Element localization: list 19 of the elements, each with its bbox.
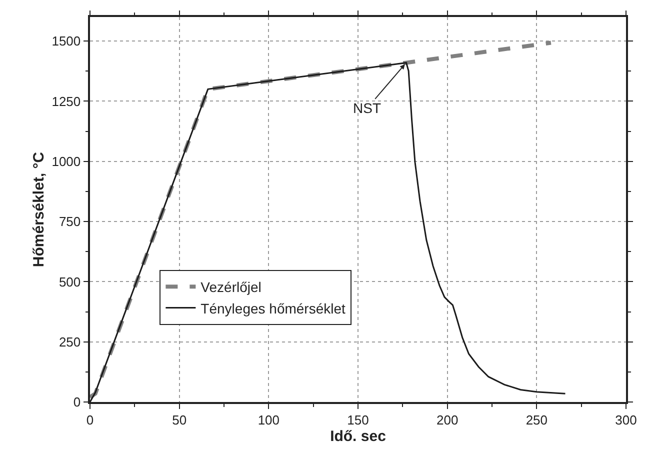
x-tick-label: 0 [86, 412, 94, 428]
x-tick-label: 50 [172, 412, 187, 428]
y-tick-label: 1500 [52, 34, 81, 49]
x-tick-label: 100 [258, 412, 280, 428]
y-tick-label: 500 [58, 274, 81, 290]
x-tick-label: 250 [526, 412, 548, 428]
y-axis-title: Hőmérséklet, °C [30, 152, 48, 268]
legend-label: Vezérlőjel [200, 279, 262, 296]
legend-label: Tényleges hőmérséklet [200, 300, 346, 316]
y-tick-label: 0 [73, 394, 81, 410]
x-tick-label: 200 [436, 412, 458, 428]
x-tick-label: 150 [347, 412, 369, 428]
x-axis-title: Idő. sec [330, 428, 386, 445]
y-tick-label: 1250 [52, 94, 81, 109]
annotation: NST [353, 100, 382, 116]
x-tick-label: 300 [615, 412, 637, 428]
y-tick-label: 750 [58, 214, 81, 230]
y-tick-label: 250 [58, 334, 81, 350]
y-tick-label: 1000 [52, 154, 81, 169]
